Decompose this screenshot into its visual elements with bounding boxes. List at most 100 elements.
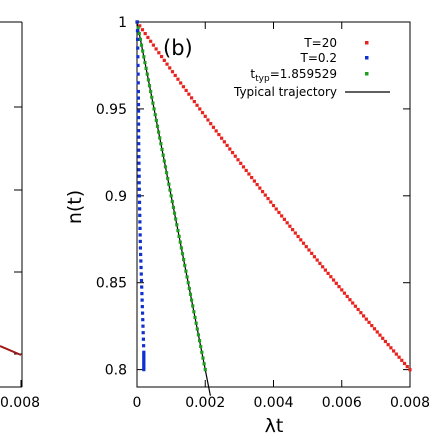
series-t02-point: [137, 161, 141, 165]
series-t02-point: [142, 363, 146, 367]
series-ttyp-point: [184, 269, 188, 273]
series-ttyp-point: [201, 356, 205, 360]
legend-label: T=0.2: [300, 51, 337, 65]
legend-label-prefix: t: [250, 67, 255, 81]
series-t20-point: [321, 265, 325, 269]
series-t20-point: [331, 278, 336, 282]
series-ttyp-point: [193, 315, 197, 320]
series-t20-point: [337, 285, 341, 289]
series-t20-point: [361, 314, 366, 318]
series-t20-point: [351, 301, 355, 305]
series-t20-point: [323, 268, 327, 272]
series-t02-point: [136, 89, 140, 94]
series-t20-point: [394, 352, 398, 356]
series-t20-point: [217, 132, 221, 137]
series-t02-point: [138, 220, 142, 224]
x-tick-label: 0: [133, 395, 142, 411]
series-ttyp-point: [168, 188, 172, 192]
series-t02-point: [139, 252, 143, 257]
y-tick-label: 0.9: [105, 189, 127, 205]
series-ttyp-point: [172, 211, 177, 215]
series-t02-point: [138, 239, 142, 244]
series-ttyp-point: [166, 176, 170, 181]
series-t02-point: [138, 233, 142, 237]
series-t20-point: [225, 143, 229, 148]
series-t20-point: [293, 231, 297, 235]
series-t20-point: [353, 304, 357, 308]
series-ttyp-point: [169, 194, 173, 198]
series-t20-point: [260, 189, 265, 194]
series-t20-point: [157, 51, 161, 55]
series-t20-point: [386, 343, 390, 347]
series-t20-point: [214, 129, 218, 133]
series-t20-point: [228, 147, 232, 151]
series-t20-point: [285, 221, 289, 225]
series-t20-point: [274, 207, 278, 211]
series-t20-point: [397, 355, 401, 359]
series-ttyp-point: [136, 26, 140, 30]
series-t20-point: [408, 368, 412, 372]
series-t02-point: [137, 200, 142, 204]
legend-label: ttyp=1.859529: [250, 67, 337, 84]
y-axis-label: n(t): [64, 190, 86, 224]
series-t20-point: [151, 43, 155, 47]
series-t20-point: [372, 327, 377, 331]
series-t02-point: [141, 337, 145, 341]
series-t02-point: [137, 148, 141, 152]
series-t02-point: [138, 213, 142, 217]
left-panel-trajectory: [0, 345, 22, 356]
series-t20-point: [301, 241, 306, 245]
series-t02-point: [139, 272, 143, 276]
series-ttyp-point: [164, 171, 169, 175]
series-t02-point: [142, 368, 146, 372]
series-ttyp-point: [180, 252, 185, 256]
series-ttyp-point: [141, 49, 145, 53]
series-t02-point: [138, 226, 142, 230]
x-axis-label: λt: [265, 415, 284, 437]
series-t20-point: [378, 333, 382, 337]
legend-marker-swatch: [365, 72, 369, 76]
series-t20-point: [159, 54, 164, 59]
series-t20-point: [187, 92, 191, 96]
series-t20-point: [304, 245, 308, 249]
series-t20-point: [383, 339, 388, 344]
series-ttyp-point: [195, 327, 199, 331]
series-t20-point: [233, 154, 237, 158]
x-tick-label: 0.002: [185, 395, 225, 411]
series-ttyp-point: [186, 281, 190, 285]
series-t20-point: [345, 294, 349, 299]
series-ttyp-point: [147, 84, 152, 88]
series-ttyp-point: [138, 37, 143, 41]
series-t20-point: [222, 140, 226, 144]
series-t20-point: [154, 47, 158, 51]
y-tick-label: 1: [118, 15, 127, 31]
series-ttyp-point: [178, 240, 182, 244]
series-ttyp-point: [200, 350, 204, 354]
series-t20-point: [198, 107, 202, 111]
series-t20-point: [266, 196, 270, 201]
series-ttyp-point: [179, 246, 183, 250]
series-t02-point: [136, 46, 140, 50]
series-t20-point: [255, 182, 259, 187]
series-ttyp-point: [154, 118, 158, 123]
series-t20-point: [277, 210, 281, 215]
series-t02-point: [142, 350, 146, 354]
series-t20-point: [252, 179, 256, 183]
series-t20-point: [236, 158, 240, 162]
series-t02-point: [136, 109, 141, 113]
series-t20-point: [195, 103, 199, 107]
series-ttyp-point: [202, 362, 206, 366]
series-t02-point: [137, 194, 141, 198]
series-ttyp-point: [203, 368, 207, 372]
series-t02-point: [140, 305, 144, 309]
series-t02-point: [137, 174, 141, 178]
series-t20-point: [296, 234, 300, 239]
series-t20-point: [143, 31, 147, 36]
left-panel-xtick-label: 0.008: [0, 395, 40, 411]
series-ttyp-point: [161, 153, 165, 157]
series-t20-point: [258, 186, 262, 190]
series-t20-point: [206, 118, 210, 122]
x-tick-label: 0.008: [390, 395, 430, 411]
series-t02-point: [140, 298, 144, 302]
